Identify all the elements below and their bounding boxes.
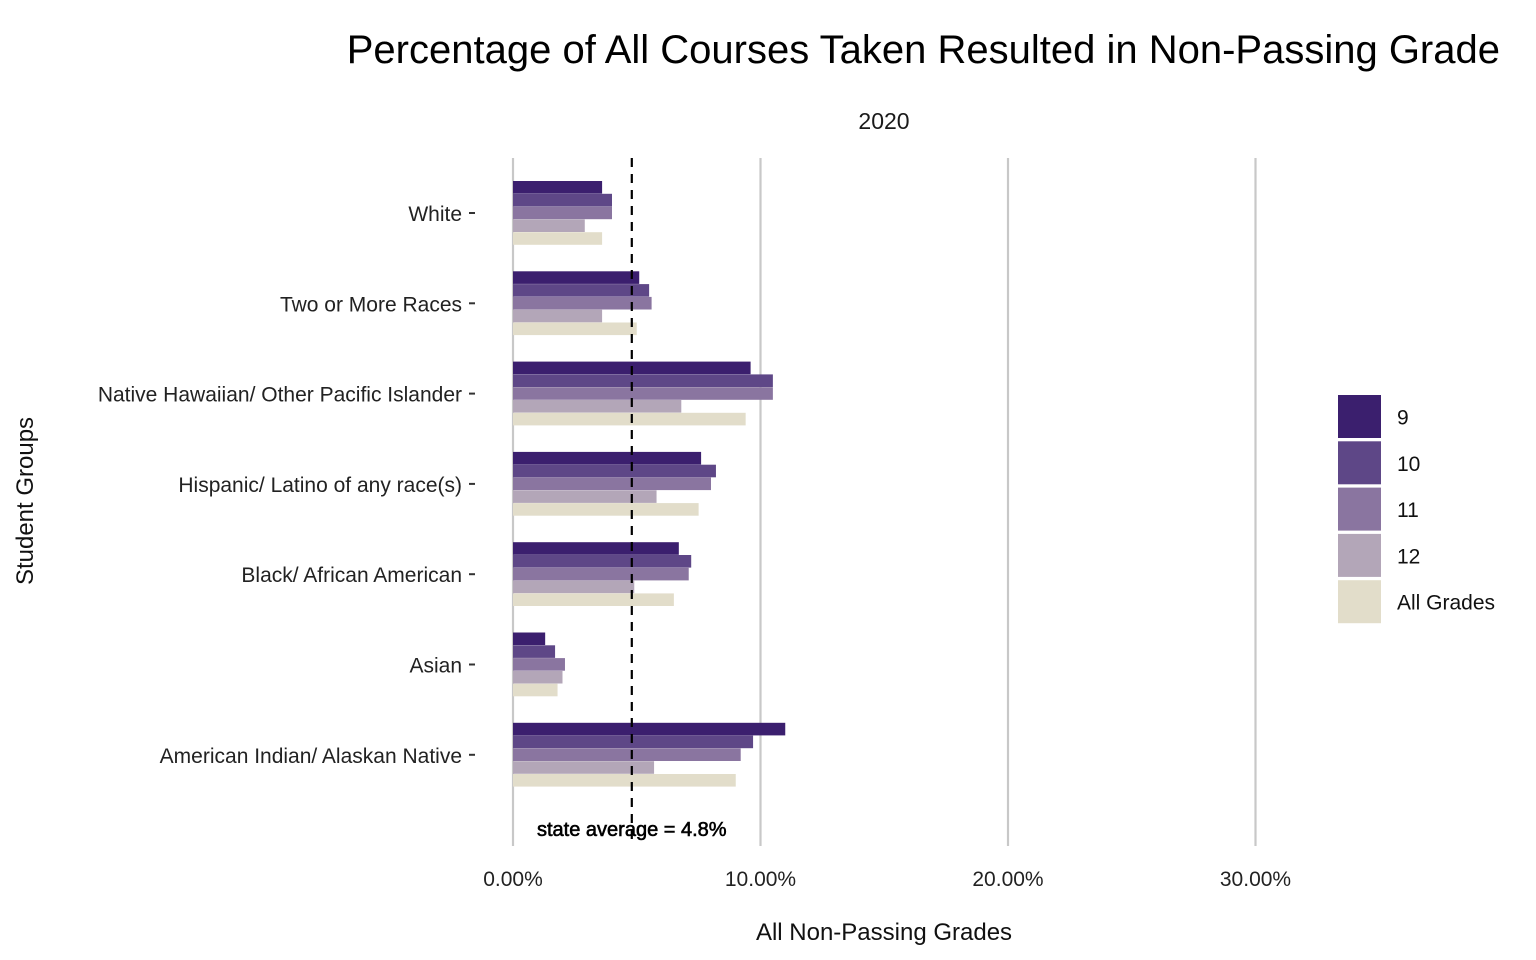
bar	[513, 374, 773, 387]
bar	[513, 451, 702, 465]
y-tick-label: Hispanic/ Latino of any race(s)	[178, 474, 462, 497]
bar	[513, 232, 603, 245]
legend-label: 9	[1397, 407, 1409, 430]
bar	[513, 593, 674, 606]
bar	[513, 271, 640, 284]
legend-label: 10	[1397, 453, 1420, 476]
y-axis-title: Student Groups	[12, 417, 39, 585]
bar	[513, 477, 711, 491]
legend-swatch	[1338, 441, 1381, 485]
bar	[513, 206, 612, 220]
chart-title: Percentage of All Courses Taken Resulted…	[347, 28, 1500, 72]
y-tick-label: White	[408, 203, 462, 226]
bar	[513, 555, 692, 568]
bar	[513, 464, 716, 478]
x-tick-label: 30.00%	[1220, 868, 1291, 891]
legend-swatch	[1338, 580, 1381, 624]
bar	[513, 219, 585, 232]
legend-label: 11	[1397, 499, 1419, 522]
bar	[513, 722, 786, 736]
bar	[513, 296, 652, 310]
bar	[513, 387, 773, 400]
y-axis: White Two or More Races Native Hawaiian/ O…	[98, 203, 475, 768]
bar	[513, 503, 699, 516]
bar	[513, 309, 603, 323]
bar	[513, 748, 741, 761]
bar	[513, 567, 689, 581]
bar	[513, 670, 563, 684]
bar	[513, 774, 736, 787]
x-tick-label: 10.00%	[725, 868, 796, 891]
bar	[513, 284, 650, 297]
y-tick-label: Two or More Races	[280, 293, 462, 316]
y-tick-label: Native Hawaiian/ Other Pacific Islander	[98, 384, 462, 407]
bar	[513, 683, 558, 697]
y-tick-label: Asian	[409, 655, 462, 678]
bar	[513, 645, 556, 658]
legend-swatch	[1338, 487, 1381, 531]
facet-label: 2020	[858, 108, 909, 134]
bar	[513, 735, 754, 749]
y-tick-label: Black/ African American	[241, 564, 462, 587]
state-average-label: state average = 4.8%	[537, 819, 727, 841]
legend-swatch	[1338, 533, 1381, 577]
bar	[513, 412, 746, 426]
bar	[513, 542, 679, 555]
x-tick-label: 0.00%	[483, 868, 543, 891]
bar	[513, 193, 612, 207]
bar	[513, 761, 655, 774]
bars	[513, 181, 786, 787]
x-axis-title: All Non-Passing Grades	[756, 919, 1012, 946]
legend: 9 10 11 12 All Grades	[1338, 395, 1495, 624]
legend-label: 12	[1397, 545, 1420, 568]
bar	[513, 658, 565, 671]
legend-swatch	[1338, 395, 1381, 438]
bar	[513, 322, 637, 336]
legend-label: All Grades	[1397, 592, 1495, 615]
x-axis: 0.00% 10.00% 20.00% 30.00%	[483, 868, 1291, 891]
bar	[513, 580, 635, 594]
bar	[513, 490, 657, 503]
bar	[513, 400, 682, 413]
bar	[513, 632, 546, 646]
x-tick-label: 20.00%	[972, 868, 1043, 891]
y-tick-label: American Indian/ Alaskan Native	[160, 745, 462, 768]
bar	[513, 181, 603, 194]
